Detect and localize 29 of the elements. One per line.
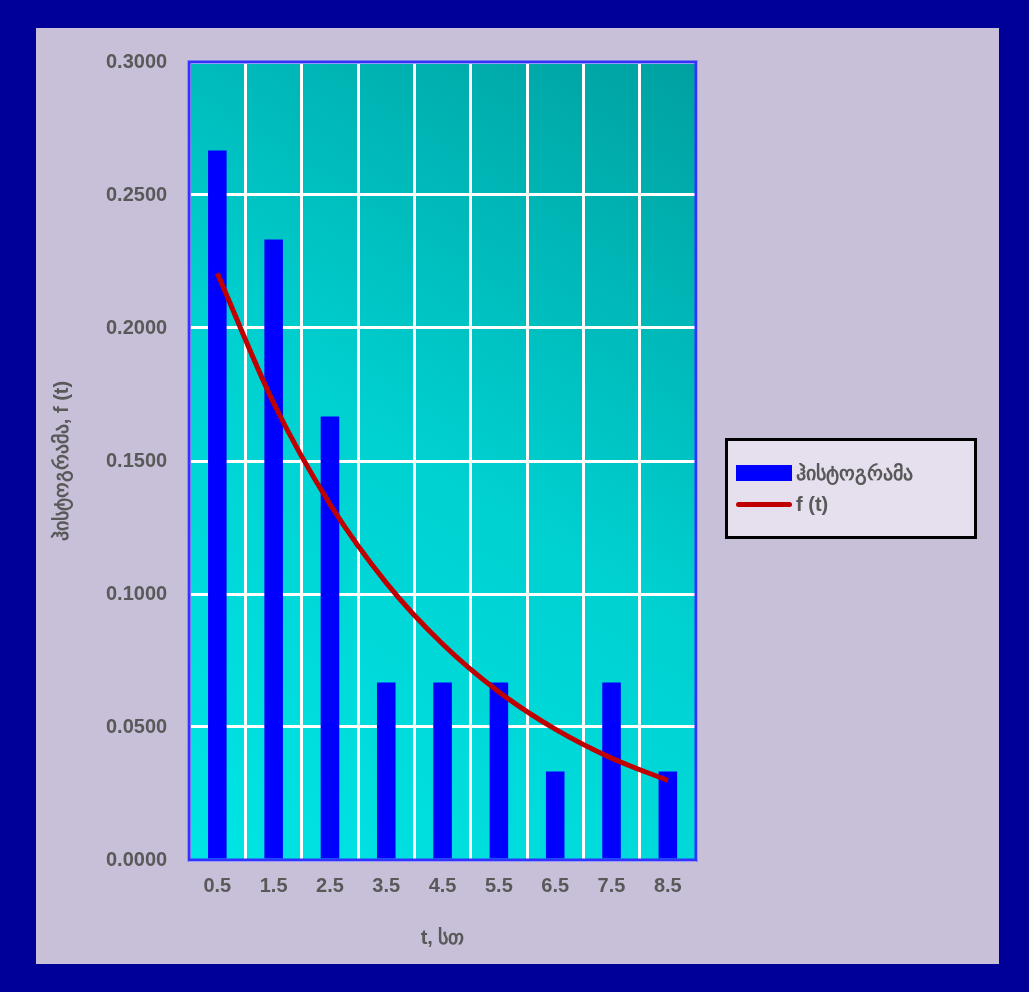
bar <box>658 771 678 859</box>
bar <box>208 150 227 859</box>
bar <box>602 682 621 859</box>
x-axis-title: t, სთ <box>420 925 465 948</box>
x-tick-label: 2.5 <box>316 873 344 896</box>
legend-label: ჰისტოგრამა <box>796 461 913 485</box>
legend-label: f (t) <box>796 493 829 516</box>
bar <box>545 771 565 859</box>
y-tick-label: 0.2000 <box>106 315 168 338</box>
bar <box>489 682 509 859</box>
y-tick-label: 0.1000 <box>106 581 168 604</box>
x-tick-label: 4.5 <box>428 873 457 896</box>
y-axis-title: ჰისტოგრამა, f (t) <box>49 380 74 542</box>
x-tick-label: 6.5 <box>541 873 570 896</box>
y-tick-label: 0.2500 <box>106 182 168 205</box>
x-tick-label: 5.5 <box>484 873 513 896</box>
x-tick-label: 3.5 <box>372 873 401 896</box>
x-tick-label: 1.5 <box>259 873 288 896</box>
x-tick-label: 0.5 <box>203 873 232 896</box>
bar <box>264 239 283 859</box>
y-tick-label: 0.1500 <box>106 448 168 471</box>
bar <box>433 682 452 859</box>
bar <box>376 682 396 859</box>
y-tick-label: 0.0500 <box>106 714 168 737</box>
bar <box>320 416 340 859</box>
x-tick-label: 8.5 <box>653 873 682 896</box>
y-tick-label: 0.0000 <box>106 847 168 870</box>
x-tick-label: 7.5 <box>597 873 626 896</box>
y-tick-label: 0.3000 <box>106 49 168 72</box>
